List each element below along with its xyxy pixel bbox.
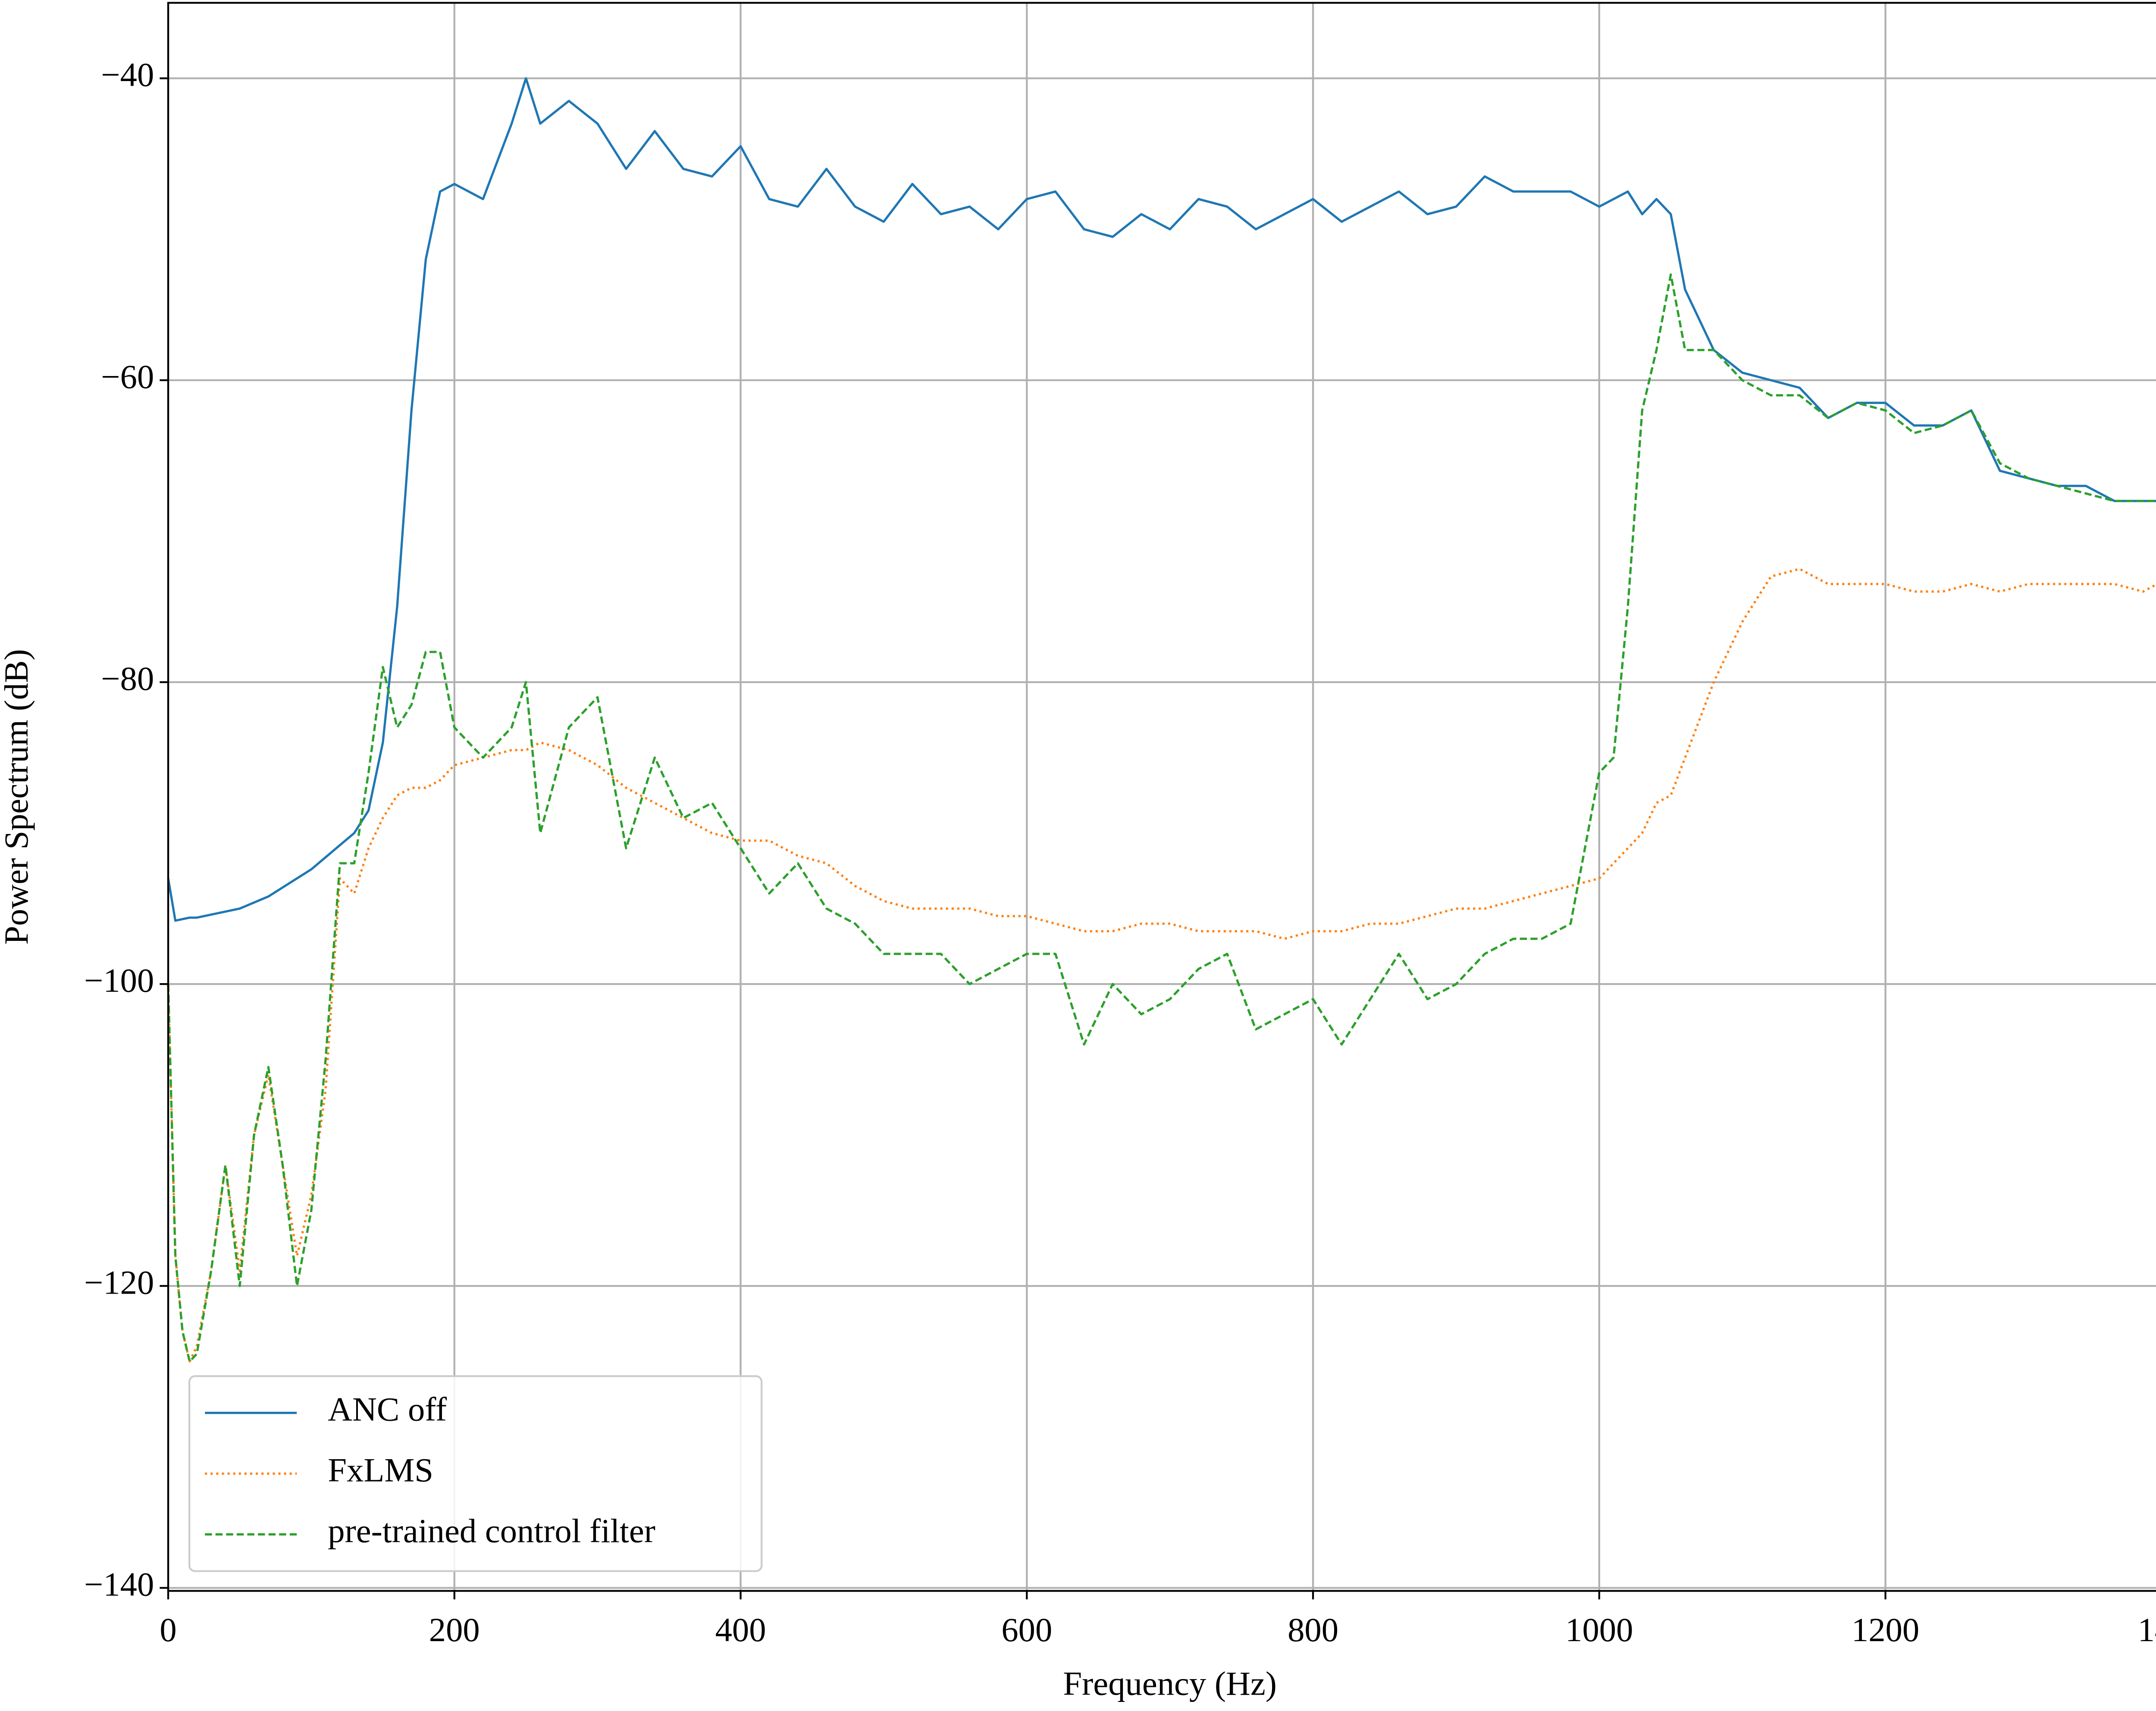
y-tick-label: −80 (101, 660, 154, 698)
y-axis-label: Power Spectrum (dB) (0, 649, 35, 945)
y-tick-label: −40 (101, 56, 154, 94)
grid (167, 3, 2156, 1591)
x-tick-label: 1000 (1565, 1611, 1633, 1649)
x-tick-label: 400 (715, 1611, 766, 1649)
legend-box (188, 1375, 763, 1572)
legend-label: FxLMS (328, 1452, 433, 1489)
lines (167, 77, 2156, 1363)
plot-frame (167, 2, 2156, 1592)
legend-label: ANC off (328, 1391, 447, 1429)
y-tick-label: −140 (84, 1566, 154, 1604)
x-tick-label: 0 (160, 1611, 176, 1649)
legend-label: pre-trained control filter (328, 1512, 655, 1550)
legend: ANC off FxLMS pre-trained control filter (188, 1375, 763, 1572)
series-line (167, 273, 2156, 1363)
x-tick-label: 200 (429, 1611, 480, 1649)
y-tick-label: −60 (101, 358, 154, 396)
y-tick-label: −120 (84, 1264, 154, 1301)
ticks: 0 200 400 600 800 1000 1200 1400 −140 −120 −100 −80… (84, 56, 2156, 1649)
series-line (167, 77, 2156, 922)
x-tick-label: 1200 (1852, 1611, 1919, 1649)
y-tick-label: −100 (84, 962, 154, 1000)
x-tick-label: 800 (1288, 1611, 1338, 1649)
x-tick-label: 600 (1001, 1611, 1052, 1649)
x-tick-label: 1400 (2138, 1611, 2156, 1649)
x-axis-label: Frequency (Hz) (1063, 1665, 1277, 1702)
